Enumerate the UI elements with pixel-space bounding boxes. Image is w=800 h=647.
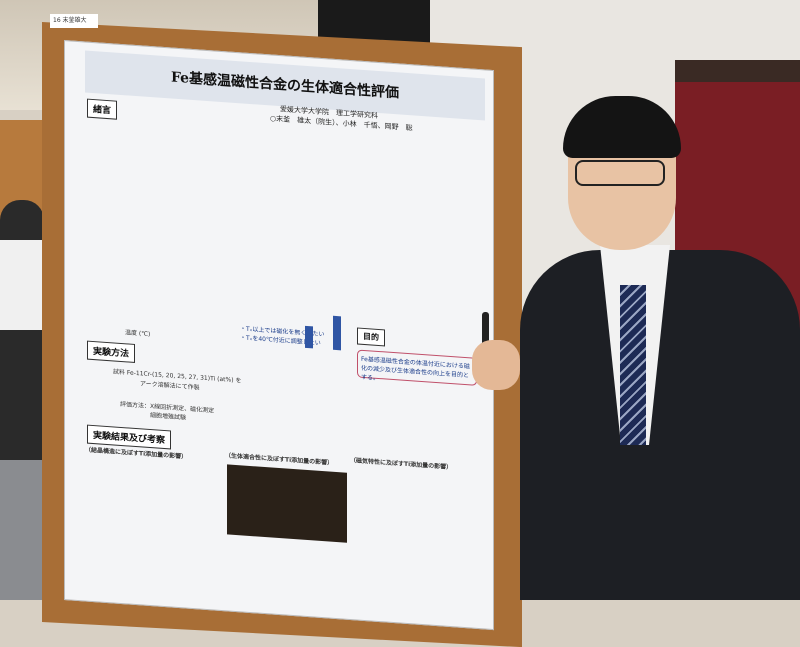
poster: Fe基感温磁性合金の生体適合性評価 愛媛大学大学院 理工学研究科 ○末釜 雄太（… bbox=[64, 40, 494, 631]
person-tie bbox=[620, 285, 646, 445]
results-sub-magnetic: （磁気特性に及ぼすTi添加量の影響） bbox=[350, 456, 453, 472]
chart-bar bbox=[305, 325, 313, 349]
purpose-text: Fe基感温磁性合金の体温付近における磁化の減少及び生体適合性の向上を目的とする。 bbox=[357, 349, 477, 386]
section-intro: 緒言 bbox=[87, 98, 118, 120]
board-tag: 16 末釜雄大 bbox=[50, 14, 98, 28]
method-eval-2: 細胞増殖試験 bbox=[150, 412, 187, 422]
axis-temperature: 温度 (℃) bbox=[125, 329, 151, 339]
glasses bbox=[575, 160, 665, 186]
chart-bar bbox=[333, 315, 341, 351]
microscope-images bbox=[227, 464, 347, 543]
person-hand bbox=[472, 340, 520, 390]
pen bbox=[482, 312, 489, 352]
background-person bbox=[0, 200, 44, 460]
background-person-shirt bbox=[0, 240, 42, 330]
section-method: 実験方法 bbox=[87, 340, 136, 363]
results-sub-bio: （生体適合性に及ぼすTi添加量の影響） bbox=[225, 452, 334, 467]
section-purpose: 目的 bbox=[357, 327, 385, 347]
